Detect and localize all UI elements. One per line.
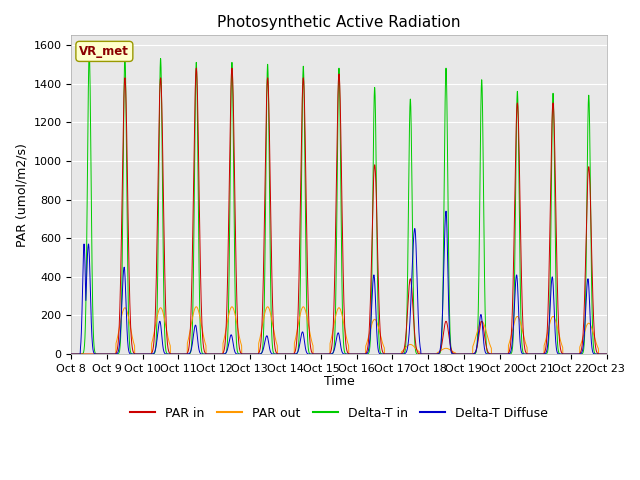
X-axis label: Time: Time — [324, 375, 355, 388]
Y-axis label: PAR (umol/m2/s): PAR (umol/m2/s) — [15, 143, 28, 247]
Legend: PAR in, PAR out, Delta-T in, Delta-T Diffuse: PAR in, PAR out, Delta-T in, Delta-T Dif… — [125, 402, 553, 425]
Text: VR_met: VR_met — [79, 45, 129, 58]
Title: Photosynthetic Active Radiation: Photosynthetic Active Radiation — [217, 15, 461, 30]
